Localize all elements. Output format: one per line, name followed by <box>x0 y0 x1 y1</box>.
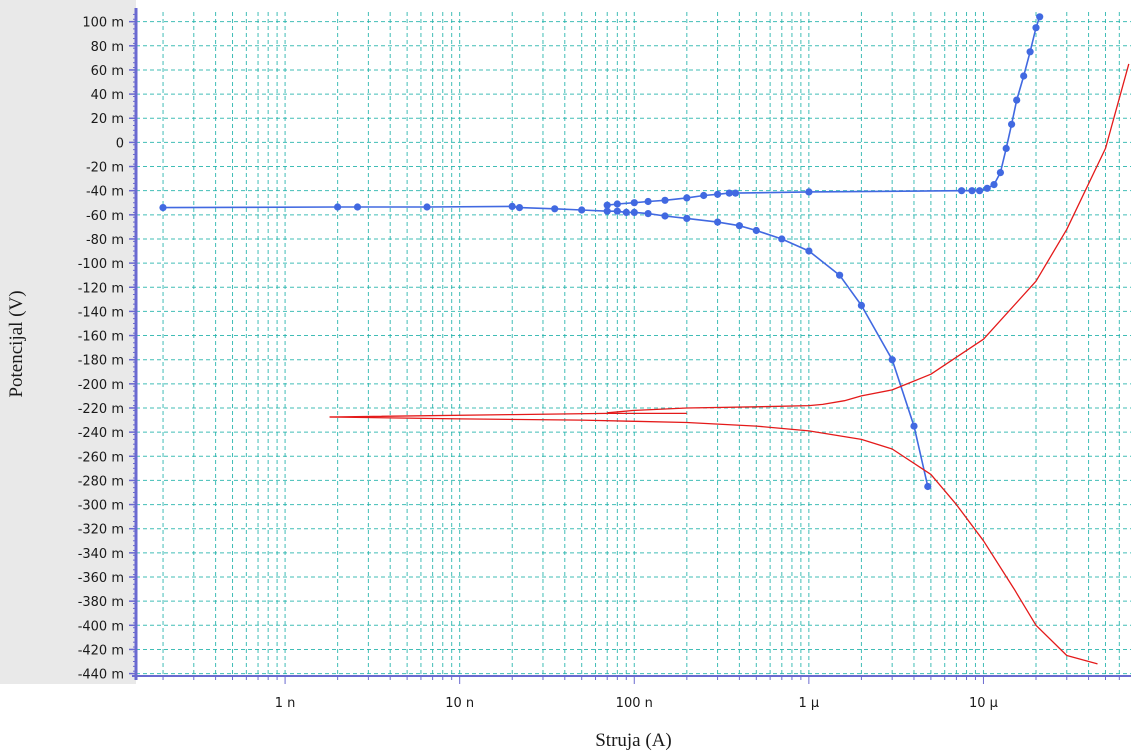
x-tick-label: 1 µ <box>799 696 820 711</box>
y-tick-label: -140 m <box>78 305 124 320</box>
series-1-point <box>714 218 722 226</box>
x-tick-label: 10 µ <box>969 696 998 711</box>
series-1-point <box>551 205 559 213</box>
series-2-point <box>714 190 722 198</box>
y-tick-label: -240 m <box>78 426 124 441</box>
series-1-point <box>661 212 669 220</box>
y-tick-label: -260 m <box>78 450 124 465</box>
series-1-point <box>334 203 342 211</box>
y-tick-labels: 100 m 80 m 60 m 40 m 20 m 0 -20 m -40 m -60 m -80… <box>78 16 124 683</box>
y-tick-label: -300 m <box>78 499 124 514</box>
series-2-point <box>1002 144 1010 152</box>
series-1-point <box>353 203 362 211</box>
y-tick-label: 40 m <box>91 88 124 103</box>
x-tick-labels: 1 n 10 n 100 n 1 µ 10 µ <box>275 696 998 711</box>
y-tick-label: -400 m <box>78 619 124 634</box>
axes <box>129 8 1131 684</box>
series-2-point <box>731 189 740 197</box>
series-1-point <box>888 356 896 364</box>
series-3-line <box>329 416 1098 665</box>
y-axis-band <box>0 0 136 684</box>
series-1-point <box>630 208 638 216</box>
y-tick-label: -60 m <box>86 209 124 224</box>
y-tick-label: -440 m <box>78 668 124 683</box>
series-1-point <box>683 214 691 222</box>
series-2-point <box>805 188 813 196</box>
y-tick-label: -280 m <box>78 474 124 489</box>
series-1-point <box>159 204 167 212</box>
x-tick-label: 10 n <box>445 696 474 711</box>
series-2-point <box>1026 48 1034 56</box>
series-2-point <box>958 187 966 195</box>
series-2-point <box>990 181 998 189</box>
y-tick-label: -340 m <box>78 547 124 562</box>
series-1-point <box>752 226 760 235</box>
series-2-point <box>983 184 991 192</box>
series-2-point <box>976 187 984 195</box>
y-tick-label: -420 m <box>78 643 124 658</box>
series-1-point <box>603 207 611 215</box>
y-tick-label: -220 m <box>78 402 124 417</box>
y-tick-label: -80 m <box>86 233 124 248</box>
series-2-point <box>1032 24 1040 32</box>
series-1-point <box>924 482 932 491</box>
series-1-point <box>515 204 524 212</box>
y-tick-label: 20 m <box>91 112 124 127</box>
series-1-point <box>613 207 621 215</box>
y-tick-label: 0 <box>116 136 124 151</box>
series-2-point <box>613 200 621 208</box>
y-axis-title: Potencijal (V) <box>6 290 27 397</box>
x-tick-label: 100 n <box>616 696 653 711</box>
y-tick-label: -160 m <box>78 330 124 345</box>
series-1-point <box>423 203 431 211</box>
y-tick-label: -20 m <box>86 161 124 176</box>
series-1-point <box>836 271 844 279</box>
series-2-point <box>1020 72 1028 80</box>
series-layer <box>159 13 1130 665</box>
series-2-point <box>603 201 611 209</box>
series-2-point <box>996 169 1005 177</box>
y-tick-label: 60 m <box>91 64 124 79</box>
series-1-point <box>857 301 866 309</box>
y-tick-label: 100 m <box>82 16 124 31</box>
series-1-point <box>578 206 586 214</box>
grid <box>136 12 1131 676</box>
series-1-point <box>735 222 744 230</box>
y-tick-label: -40 m <box>86 185 124 200</box>
series-2-line <box>607 16 1041 206</box>
series-5-line <box>607 63 1130 414</box>
series-2-point <box>630 199 638 207</box>
y-tick-label: -180 m <box>78 354 124 369</box>
y-tick-label: -320 m <box>78 523 124 538</box>
series-2-point <box>1008 120 1016 128</box>
series-1-point <box>910 422 918 430</box>
series-2-point <box>1013 96 1021 104</box>
x-axis-title: Struja (A) <box>595 730 672 751</box>
series-4-line <box>329 412 687 418</box>
series-1-line <box>162 205 929 487</box>
y-tick-label: -380 m <box>78 595 124 610</box>
series-2-point <box>644 197 652 206</box>
y-tick-label: -120 m <box>78 281 124 296</box>
series-1-point <box>622 208 630 216</box>
series-2-point <box>968 187 976 195</box>
series-2-point <box>700 191 708 200</box>
series-2-point <box>661 196 669 204</box>
series-1-point <box>778 235 786 243</box>
y-tick-label: 80 m <box>91 40 124 55</box>
x-tick-label: 1 n <box>275 696 296 711</box>
series-2-point <box>683 194 691 202</box>
series-2-point <box>1036 13 1044 21</box>
series-2-point <box>725 189 733 197</box>
series-1-point <box>644 210 652 218</box>
y-tick-label: -100 m <box>78 257 124 272</box>
y-tick-label: -360 m <box>78 571 124 586</box>
series-1-point <box>805 247 813 255</box>
y-tick-label: -200 m <box>78 378 124 393</box>
series-1-point <box>508 202 516 210</box>
